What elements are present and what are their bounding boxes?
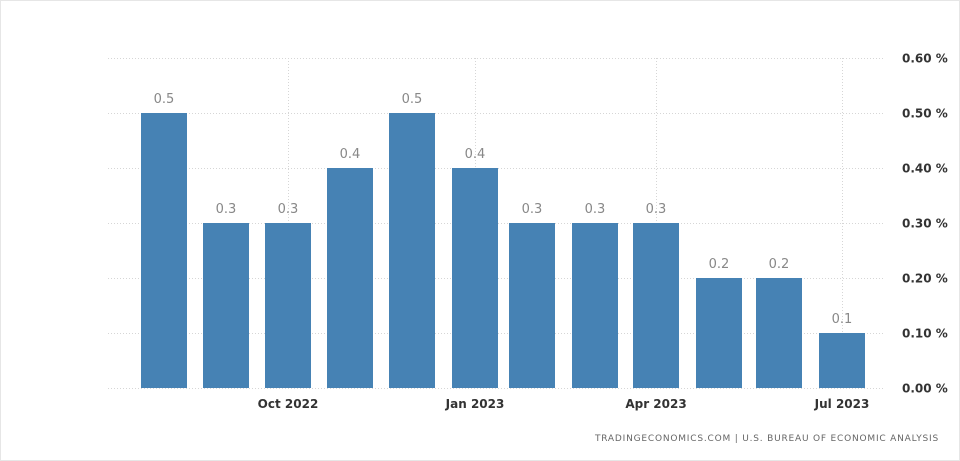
bar: [203, 223, 249, 388]
bar: [265, 223, 311, 388]
data-label: 0.3: [216, 202, 237, 217]
x-tick-label: Apr 2023: [625, 397, 686, 411]
data-label: 0.4: [340, 147, 361, 162]
bar: [452, 168, 498, 388]
bar: [572, 223, 618, 388]
bar: [141, 113, 187, 388]
data-label: 0.5: [402, 92, 423, 107]
x-tick-label: Jul 2023: [814, 397, 870, 411]
data-label: 0.3: [646, 202, 667, 217]
data-label: 0.3: [585, 202, 606, 217]
data-label: 0.4: [465, 147, 486, 162]
data-label: 0.3: [522, 202, 543, 217]
bar: [756, 278, 802, 388]
bar: [389, 113, 435, 388]
source-credit: TRADINGECONOMICS.COM | U.S. BUREAU OF EC…: [594, 434, 939, 444]
y-tick-label: 0.40 %: [902, 162, 948, 176]
y-tick-label: 0.60 %: [902, 52, 948, 66]
bar: [696, 278, 742, 388]
bar: [819, 333, 865, 388]
data-label: 0.2: [709, 257, 730, 272]
data-labels: 0.5 0.3 0.3 0.4 0.5 0.4 0.3 0.3 0.3 0.2 0.2 0.1: [154, 92, 853, 327]
bar: [327, 168, 373, 388]
x-tick-label: Jan 2023: [445, 397, 505, 411]
bar: [509, 223, 555, 388]
data-label: 0.5: [154, 92, 175, 107]
bars: [141, 113, 865, 388]
y-tick-label: 0.50 %: [902, 107, 948, 121]
y-tick-label: 0.10 %: [902, 327, 948, 341]
x-tick-label: Oct 2022: [258, 397, 319, 411]
y-tick-label: 0.00 %: [902, 382, 948, 396]
data-label: 0.2: [769, 257, 790, 272]
x-axis-ticks: Oct 2022 Jan 2023 Apr 2023 Jul 2023: [258, 397, 870, 411]
data-label: 0.3: [278, 202, 299, 217]
bar: [633, 223, 679, 388]
y-tick-label: 0.20 %: [902, 272, 948, 286]
data-label: 0.1: [832, 312, 853, 327]
y-tick-label: 0.30 %: [902, 217, 948, 231]
y-axis-ticks: 0.00 % 0.10 % 0.20 % 0.30 % 0.40 % 0.50 % 0.60…: [902, 52, 948, 396]
